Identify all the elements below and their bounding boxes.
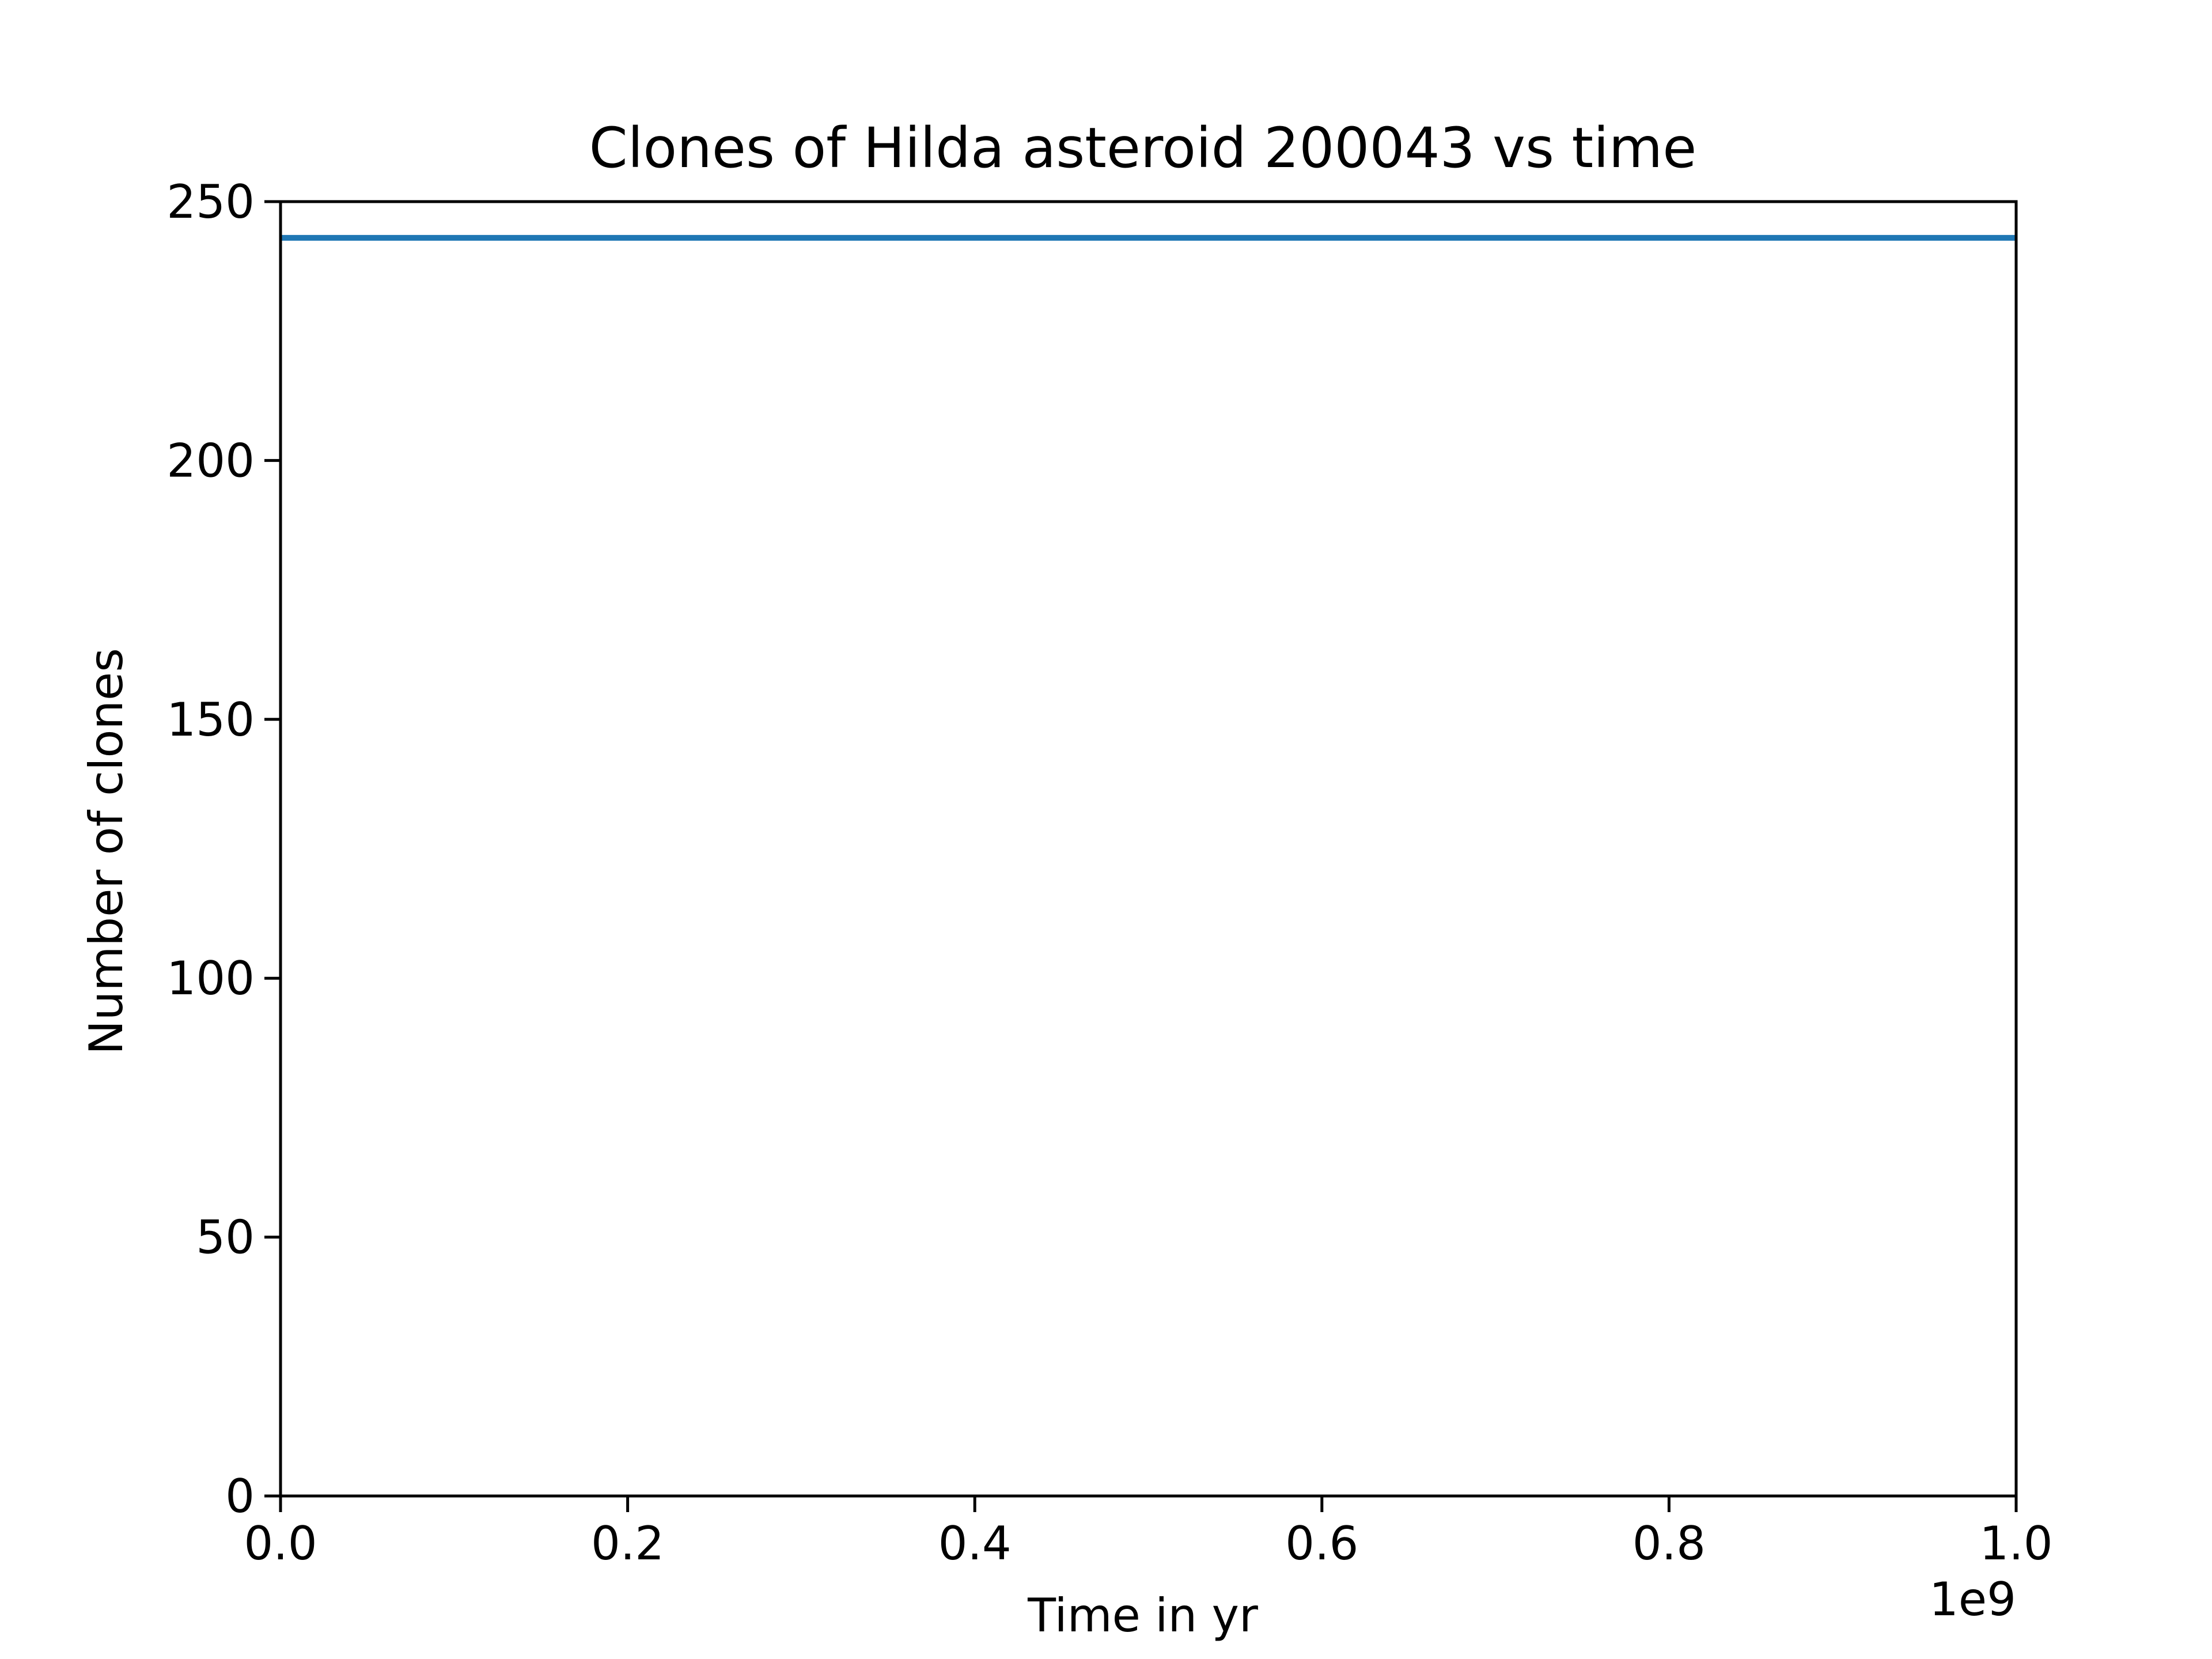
x-tick-label: 0.6 bbox=[1285, 1517, 1358, 1570]
y-tick-label: 0 bbox=[225, 1469, 255, 1523]
x-tick-label: 0.0 bbox=[244, 1517, 317, 1570]
plot-frame bbox=[279, 200, 2018, 1498]
chart-title: Clones of Hilda asteroid 200043 vs time bbox=[589, 116, 1697, 180]
y-axis-label: Number of clones bbox=[79, 648, 133, 1055]
y-tick-label: 250 bbox=[166, 175, 255, 229]
x-tick-label: 0.2 bbox=[591, 1517, 664, 1570]
x-axis-ticks: 0.0 0.2 0.4 0.6 0.8 1.0 bbox=[244, 1496, 2053, 1570]
y-tick-label: 200 bbox=[166, 434, 255, 487]
x-tick-label: 0.8 bbox=[1633, 1517, 1706, 1570]
y-tick-label: 150 bbox=[166, 693, 255, 747]
x-axis-label: Time in yr bbox=[1027, 1589, 1258, 1642]
x-tick-label: 1.0 bbox=[1979, 1517, 2052, 1570]
x-axis-offset-label: 1e9 bbox=[1929, 1573, 2016, 1626]
x-tick-label: 0.4 bbox=[938, 1517, 1012, 1570]
y-tick-label: 100 bbox=[166, 952, 255, 1005]
y-tick-label: 50 bbox=[196, 1211, 255, 1264]
y-axis-ticks: 0 50 100 150 200 250 bbox=[166, 175, 281, 1523]
